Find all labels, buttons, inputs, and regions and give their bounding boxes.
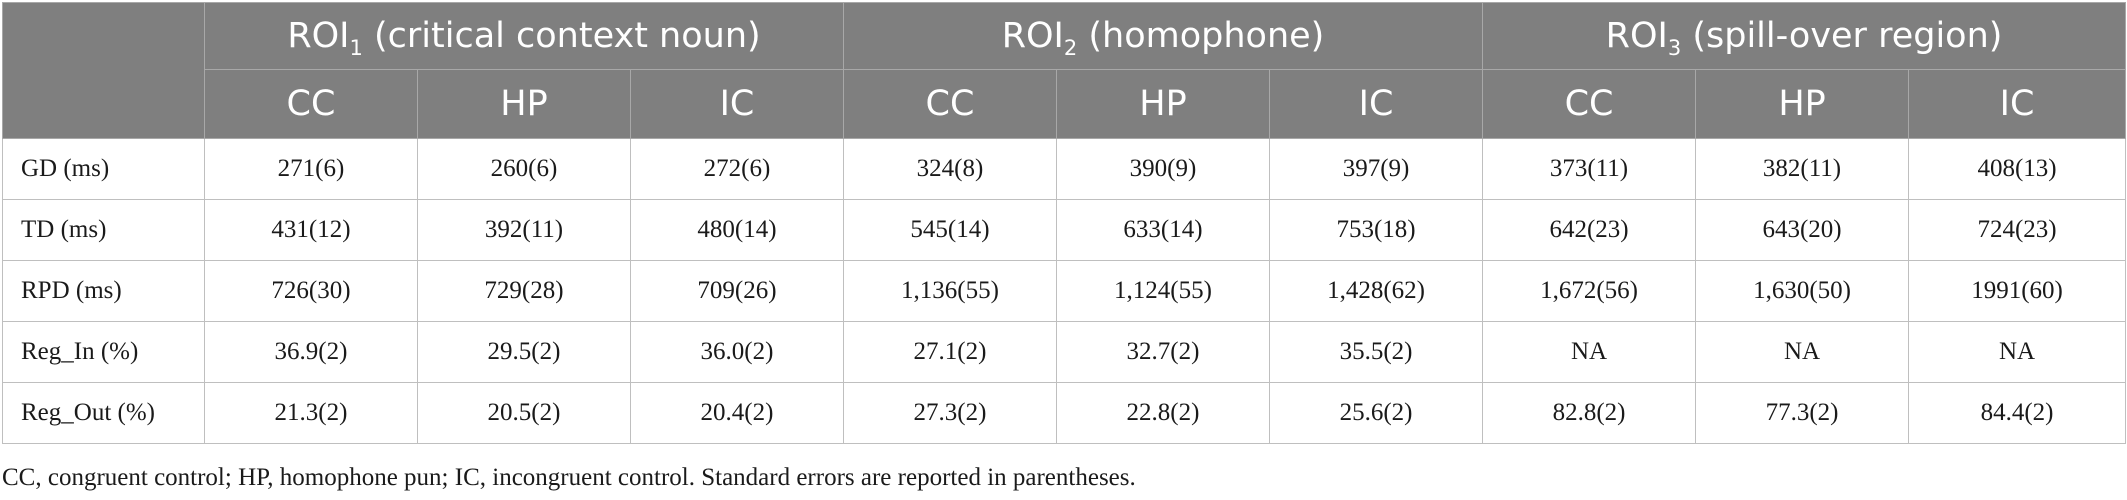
- table-cell: 729(28): [417, 260, 631, 322]
- group-header-roi2: ROI2 (homophone): [842, 2, 1484, 70]
- table-cell: 27.3(2): [843, 382, 1057, 444]
- table-cell: 1,630(50): [1695, 260, 1910, 322]
- table-cell: 642(23): [1482, 199, 1697, 261]
- table-cell: 397(9): [1268, 138, 1484, 200]
- column-header: CC: [204, 69, 418, 139]
- table-cell: 77.3(2): [1695, 382, 1910, 444]
- table-cell: 753(18): [1268, 199, 1484, 261]
- table-cell: 643(20): [1695, 199, 1910, 261]
- column-header: HP: [417, 69, 631, 139]
- table-cell: 84.4(2): [1908, 382, 2127, 444]
- table-cell: 324(8): [843, 138, 1057, 200]
- row-label: Reg_Out (%): [2, 382, 205, 444]
- table-cell: 21.3(2): [204, 382, 418, 444]
- table-cell: 726(30): [204, 260, 418, 322]
- table-cell: 20.4(2): [630, 382, 844, 444]
- column-header: IC: [1268, 69, 1484, 139]
- table-cell: 709(26): [630, 260, 844, 322]
- table-cell: 36.0(2): [630, 321, 844, 383]
- column-header: HP: [1056, 69, 1270, 139]
- group-header-row: ROI1 (critical context noun) ROI2 (homop…: [2, 2, 2127, 139]
- table-cell: 22.8(2): [1056, 382, 1270, 444]
- table-cell: 633(14): [1056, 199, 1270, 261]
- table-cell: 260(6): [417, 138, 631, 200]
- column-header: IC: [630, 69, 844, 139]
- table-cell: 392(11): [417, 199, 631, 261]
- table-row: Reg_In (%) 36.9(2) 29.5(2) 36.0(2) 27.1(…: [2, 321, 2127, 383]
- table-cell: 382(11): [1695, 138, 1910, 200]
- row-label: RPD (ms): [2, 260, 205, 322]
- table-cell: 545(14): [843, 199, 1057, 261]
- table-cell: 35.5(2): [1268, 321, 1484, 383]
- column-header: CC: [1482, 69, 1697, 139]
- table-cell: 724(23): [1908, 199, 2127, 261]
- table-cell: NA: [1908, 321, 2127, 383]
- table-row: TD (ms) 431(12) 392(11) 480(14) 545(14) …: [2, 199, 2127, 261]
- table-cell: 272(6): [630, 138, 844, 200]
- column-header: IC: [1908, 69, 2127, 139]
- table-container: ROI1 (critical context noun) ROI2 (homop…: [2, 2, 2127, 444]
- table-cell: 36.9(2): [204, 321, 418, 383]
- table-cell: 431(12): [204, 199, 418, 261]
- table-cell: NA: [1482, 321, 1697, 383]
- table-cell: 390(9): [1056, 138, 1270, 200]
- table-cell: NA: [1695, 321, 1910, 383]
- condition-header-row: CC HP IC CC HP IC CC HP IC: [3, 69, 2127, 139]
- table-cell: 480(14): [630, 199, 844, 261]
- row-label: GD (ms): [2, 138, 205, 200]
- column-header: HP: [1695, 69, 1910, 139]
- table-cell: 1,136(55): [843, 260, 1057, 322]
- table-cell: 82.8(2): [1482, 382, 1697, 444]
- table-row: RPD (ms) 726(30) 729(28) 709(26) 1,136(5…: [2, 260, 2127, 322]
- row-label: Reg_In (%): [2, 321, 205, 383]
- group-header-roi1: ROI1 (critical context noun): [204, 2, 844, 70]
- table-cell: 373(11): [1482, 138, 1697, 200]
- table-row: GD (ms) 271(6) 260(6) 272(6) 324(8) 390(…: [2, 138, 2127, 200]
- table-cell: 1,428(62): [1268, 260, 1484, 322]
- table-cell: 408(13): [1908, 138, 2127, 200]
- group-header-roi3: ROI3 (spill-over region): [1482, 2, 2127, 70]
- table-cell: 29.5(2): [417, 321, 631, 383]
- table-cell: 271(6): [204, 138, 418, 200]
- table-cell: 1,124(55): [1056, 260, 1270, 322]
- column-header: CC: [843, 69, 1057, 139]
- table-cell: 27.1(2): [843, 321, 1057, 383]
- corner-header-cell: [2, 2, 205, 139]
- table-cell: 25.6(2): [1268, 382, 1484, 444]
- table-cell: 32.7(2): [1056, 321, 1270, 383]
- table-cell: 20.5(2): [417, 382, 631, 444]
- data-table: ROI1 (critical context noun) ROI2 (homop…: [2, 2, 2127, 444]
- table-cell: 1,672(56): [1482, 260, 1697, 322]
- row-label: TD (ms): [2, 199, 205, 261]
- table-footnote: CC, congruent control; HP, homophone pun…: [2, 464, 1136, 491]
- table-cell: 1991(60): [1908, 260, 2127, 322]
- table-row: Reg_Out (%) 21.3(2) 20.5(2) 20.4(2) 27.3…: [2, 382, 2127, 444]
